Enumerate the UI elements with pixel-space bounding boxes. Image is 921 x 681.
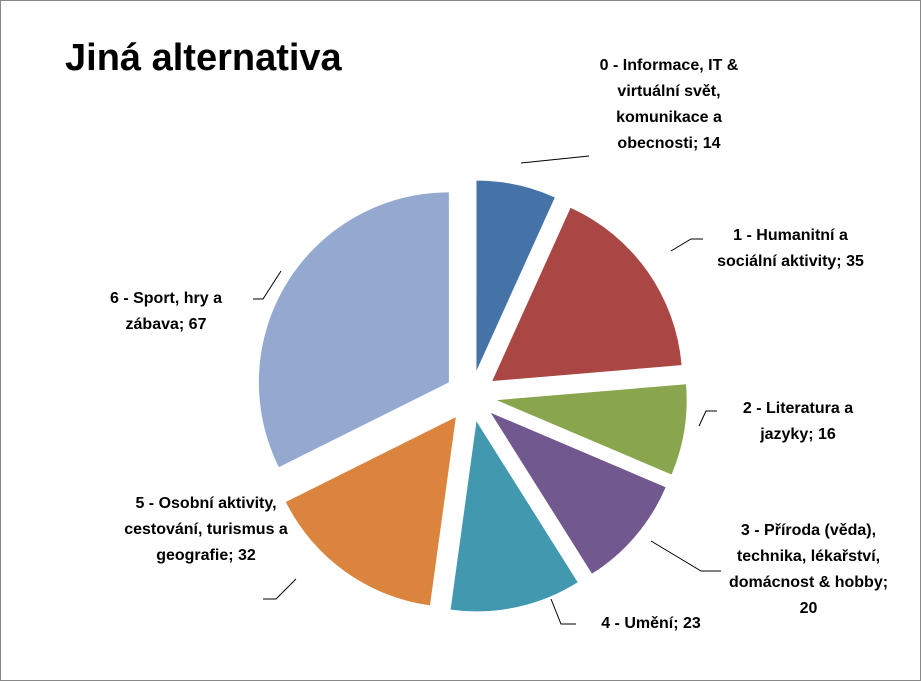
pie-slice (490, 412, 666, 574)
pie-slice (476, 180, 555, 371)
pie-slice (492, 207, 682, 382)
pie-slice (496, 384, 687, 475)
data-label: 1 - Humanitní a sociální aktivity; 35 (717, 227, 864, 270)
pie-slice (450, 421, 578, 612)
data-label: 2 - Literatura a jazyky; 16 (742, 400, 854, 443)
data-label: 4 - Umění; 23 (601, 615, 701, 632)
chart-title: Jiná alternativa (65, 37, 342, 79)
leader-line (520, 155, 590, 164)
leader-line (650, 540, 721, 572)
data-label: 6 - Sport, hry a zábava; 67 (109, 290, 223, 333)
leader-line (698, 410, 717, 427)
data-label: 0 - Informace, IT & virtuální svět, komu… (599, 57, 739, 152)
data-label: 5 - Osobní aktivity, cestování, turismus… (124, 495, 288, 564)
leader-line (670, 238, 703, 252)
pie-slice (285, 417, 456, 606)
leader-line (550, 598, 576, 625)
pie-slice (258, 192, 449, 468)
data-label: 3 - Příroda (věda), technika, lékařství,… (728, 522, 889, 617)
leader-line (253, 270, 282, 300)
leader-line (263, 578, 297, 600)
